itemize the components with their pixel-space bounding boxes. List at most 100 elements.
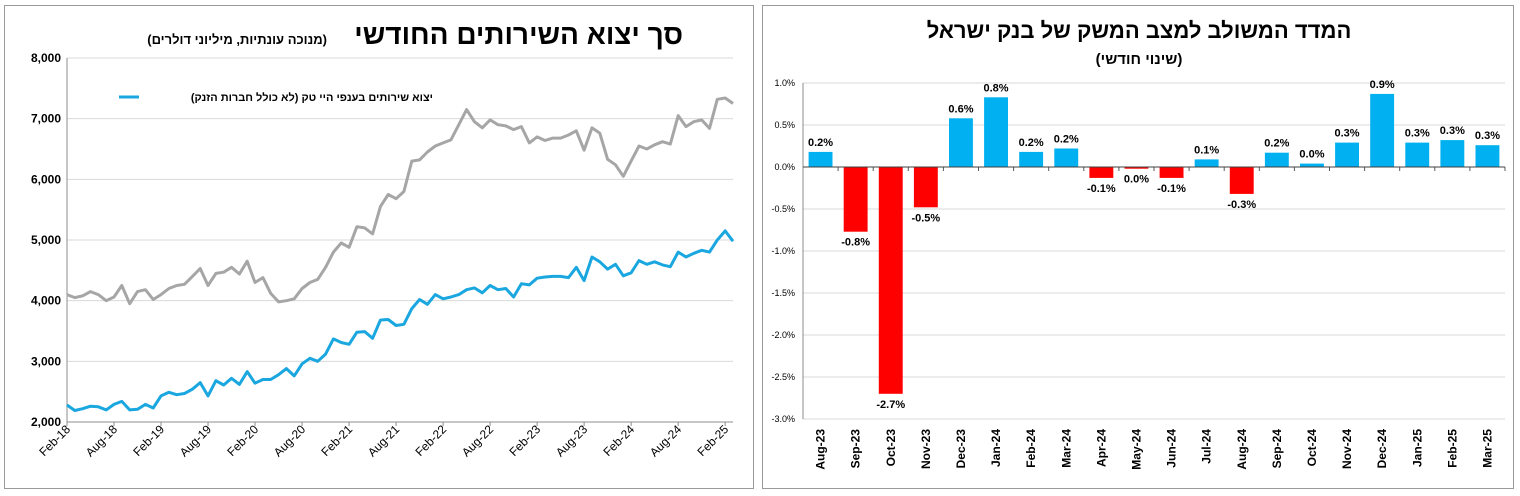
left-grid — [67, 57, 733, 362]
bar-data-label: 0.3% — [1405, 128, 1430, 140]
right-x-tick-label: Dec-24 — [1375, 429, 1389, 469]
bar-data-label: 0.3% — [1475, 130, 1500, 142]
left-chart-subtitle: (מנוכה עונתיות, מיליוני דולרים) — [147, 32, 327, 47]
right-x-tick-label: Jul-24 — [1200, 429, 1214, 464]
right-chart-subtitle: (שינוי חודשי) — [1096, 51, 1183, 68]
total-services-export-line — [66, 96, 734, 306]
bar-data-label: 0.0% — [1124, 174, 1149, 186]
left-x-tick-label: Feb-21 — [318, 422, 355, 459]
bar — [1405, 142, 1430, 167]
bar-data-label: -2.7% — [876, 399, 905, 411]
left-x-tick-label: Feb-19 — [130, 422, 167, 459]
bar-data-label: 0.3% — [1440, 125, 1465, 137]
right-x-tick-label: Dec-23 — [954, 429, 968, 469]
right-x-tick-label: Mar-24 — [1059, 429, 1073, 468]
left-x-tick-label: Aug-22 — [459, 422, 496, 459]
left-y-tick-label: 4,000 — [31, 294, 61, 308]
bar — [1124, 167, 1149, 169]
right-y-tick-label: -1.5% — [771, 288, 795, 298]
right-y-tick-label: 0.0% — [774, 162, 795, 172]
left-chart-panel: סך יצוא השירותים החודשי (מנוכה עונתיות, … — [4, 5, 754, 489]
left-x-tick-label: Aug-23 — [553, 422, 590, 459]
bar-data-label: -0.1% — [1157, 183, 1186, 195]
right-x-tick-label: Jan-25 — [1410, 429, 1424, 467]
bar — [1054, 148, 1079, 167]
bar-data-label: 0.9% — [1370, 79, 1395, 91]
bar-data-label: 0.8% — [984, 82, 1009, 94]
bar-data-label: -0.8% — [841, 237, 870, 249]
left-y-tick-label: 7,000 — [31, 112, 61, 126]
bar — [913, 167, 938, 208]
right-chart-panel: המדד המשולב למצב המשק של בנק ישראל (שינו… — [762, 5, 1514, 489]
left-x-tick-label: Aug-24 — [647, 422, 684, 459]
bar — [1089, 167, 1114, 178]
right-x-tick-label: Aug-23 — [814, 429, 828, 470]
bar-data-label: -0.1% — [1087, 183, 1116, 195]
right-x-tick-label: Aug-24 — [1235, 429, 1249, 470]
left-x-tick-label: Feb-23 — [506, 422, 543, 459]
bar-data-label: 0.2% — [1054, 134, 1079, 146]
bar — [843, 167, 868, 232]
bar-data-label: -0.3% — [1227, 199, 1256, 211]
legend-label: יצוא שירותים בענפי היי טק (לא כולל חברות… — [191, 91, 433, 104]
right-x-tick-label: May-24 — [1129, 429, 1143, 470]
left-x-tick-label: Feb-25 — [694, 422, 731, 459]
right-x-axis: Aug-23 Sep-23 Oct-23 Nov-23 Dec-23 Jan-24 Feb-… — [803, 166, 1506, 470]
right-x-tick-label: Oct-24 — [1305, 429, 1319, 467]
right-y-tick-label: -3.0% — [771, 414, 795, 424]
bar — [949, 118, 973, 167]
left-x-axis: Feb-18 Aug-18 Feb-19 Aug-19 Feb-20 Aug-20 Feb-… — [36, 421, 733, 459]
bar — [1475, 145, 1500, 167]
right-x-tick-label: Oct-23 — [884, 429, 898, 467]
bar — [1335, 142, 1359, 167]
right-y-tick-label: -1.0% — [771, 246, 795, 256]
right-chart-svg: המדד המשולב למצב המשק של בנק ישראל (שינו… — [771, 18, 1506, 470]
right-y-tick-label: 1.0% — [774, 78, 795, 88]
left-x-tick-label: Aug-18 — [83, 422, 120, 459]
bar-data-label: 0.0% — [1299, 149, 1324, 161]
bar — [1440, 140, 1465, 167]
left-y-tick-label: 5,000 — [31, 233, 61, 247]
right-x-tick-label: Mar-25 — [1480, 429, 1494, 468]
bar — [1019, 151, 1044, 167]
right-x-tick-label: Feb-25 — [1445, 429, 1459, 468]
bar-data-label: 0.2% — [1264, 138, 1289, 150]
bar — [1194, 159, 1219, 167]
right-grid — [803, 82, 1505, 420]
left-x-tick-label: Feb-24 — [600, 422, 637, 459]
right-x-tick-label: Apr-24 — [1094, 429, 1108, 467]
bar-data-label: 0.2% — [1019, 137, 1044, 149]
left-x-tick-label: Aug-19 — [177, 422, 214, 459]
bar-data-label: 0.1% — [1194, 144, 1219, 156]
right-y-tick-label: -2.0% — [771, 330, 795, 340]
bar-data-label: 0.6% — [948, 103, 973, 115]
right-x-tick-label: Feb-24 — [1024, 429, 1038, 468]
bar — [878, 167, 903, 394]
bar-data-label: 0.3% — [1335, 128, 1360, 140]
left-x-tick-label: Feb-20 — [224, 422, 261, 459]
right-y-tick-label: 0.5% — [774, 120, 795, 130]
left-x-tick-label: Aug-20 — [271, 422, 308, 459]
bar — [1264, 152, 1289, 167]
right-x-tick-label: Nov-24 — [1340, 429, 1354, 469]
left-x-tick-label: Aug-21 — [365, 422, 402, 459]
right-y-axis: 1.0% 0.5% 0.0% -0.5% -1.0% -1.5% -2.0% -2.5% -3.… — [771, 78, 804, 424]
right-bars: 0.2% -0.8% -2.7% -0.5% 0.6% 0.8% 0.2% 0.2% -0.1%… — [808, 79, 1500, 411]
left-x-tick-label: Feb-22 — [412, 422, 449, 459]
right-x-tick-label: Jun-24 — [1165, 429, 1179, 468]
bar — [808, 151, 833, 167]
right-x-tick-label: Nov-23 — [919, 429, 933, 469]
bar — [1159, 167, 1184, 178]
right-x-tick-label: Jan-24 — [989, 429, 1003, 467]
left-series-lines — [66, 96, 735, 412]
left-y-axis: 2,000 3,000 4,000 5,000 6,000 7,000 8,000 — [31, 51, 68, 429]
bar — [1229, 167, 1254, 194]
right-x-tick-label: Sep-24 — [1270, 429, 1284, 469]
right-y-tick-label: -2.5% — [771, 372, 795, 382]
right-y-tick-label: -0.5% — [771, 204, 795, 214]
left-chart-svg: סך יצוא השירותים החודשי (מנוכה עונתיות, … — [31, 19, 735, 459]
right-chart-title: המדד המשולב למצב המשק של בנק ישראל — [927, 18, 1352, 43]
bar — [1370, 93, 1395, 167]
bar-data-label: -0.5% — [911, 212, 940, 224]
left-y-tick-label: 3,000 — [31, 354, 61, 368]
